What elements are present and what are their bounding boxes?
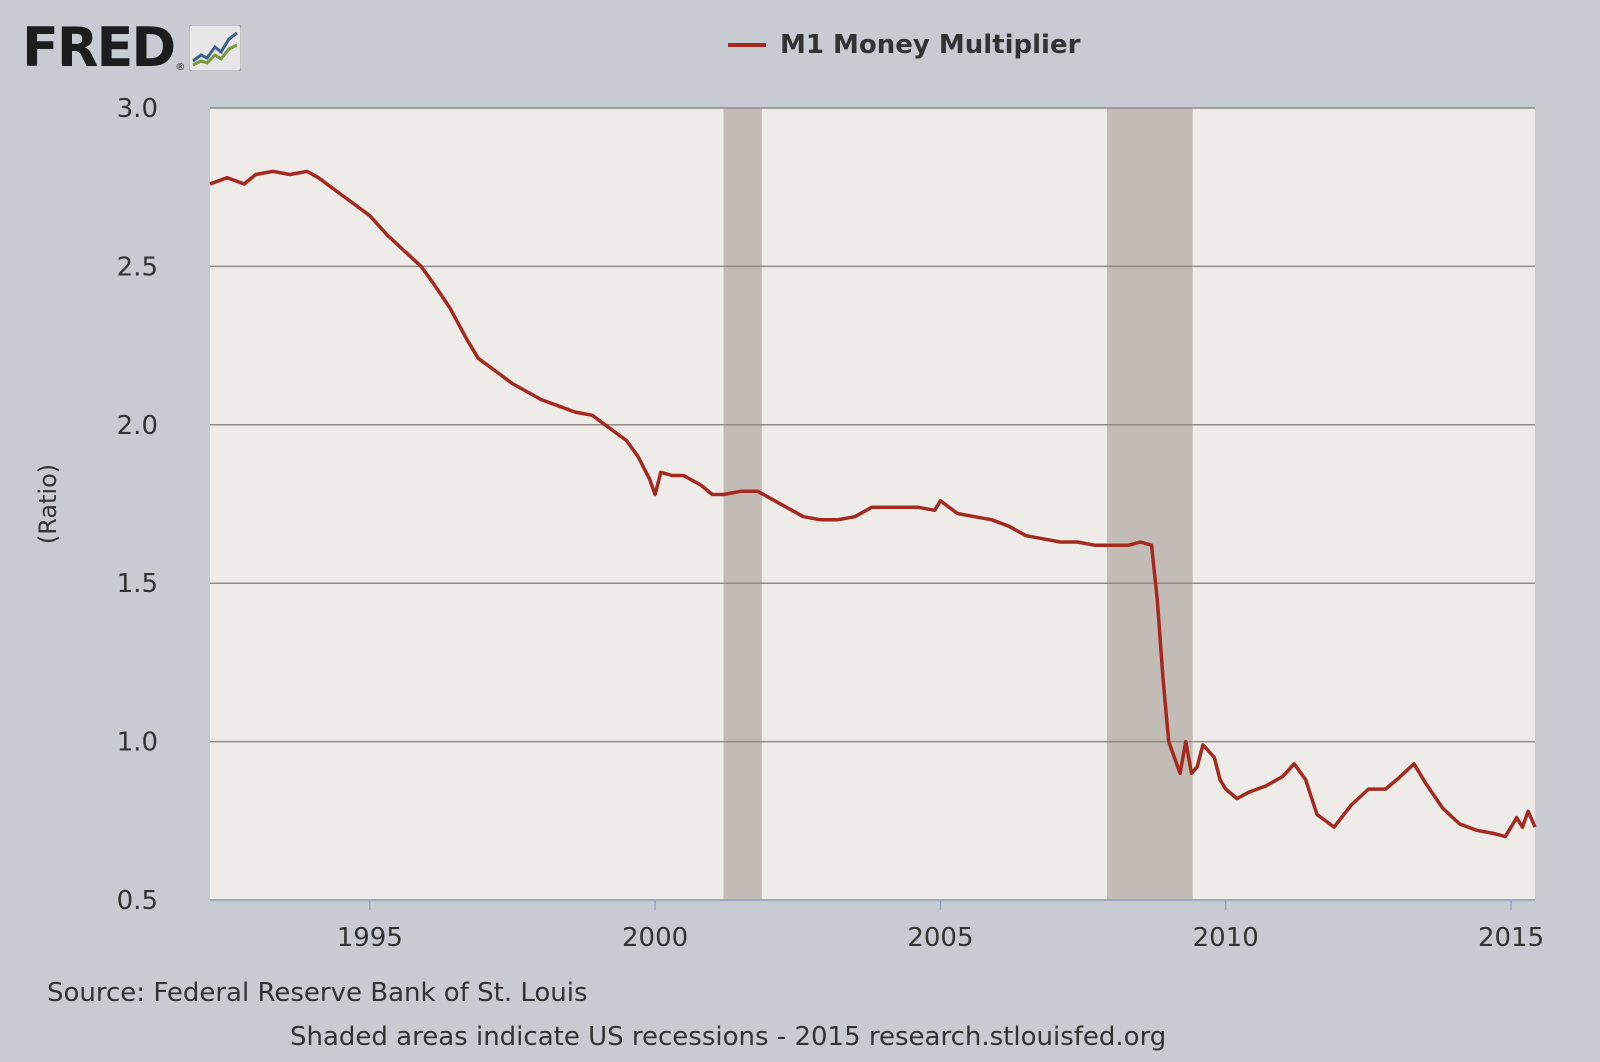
chart-legend: M1 Money Multiplier: [728, 30, 1080, 60]
x-axis-ticks: 1995 2000 2005 2010 2015: [210, 899, 1544, 953]
x-tick-label: 2015: [1478, 923, 1544, 953]
y-tick-label: 1.5: [117, 569, 158, 599]
fred-logo: FRED ®: [22, 16, 242, 80]
x-tick-label: 2005: [907, 923, 973, 953]
plot-area: [210, 108, 1535, 900]
x-tick-label: 2010: [1193, 923, 1259, 953]
y-tick-label: 3.0: [117, 94, 158, 124]
series-line-m1-money-multiplier: [209, 169, 1537, 839]
y-tick-label: 2.5: [117, 252, 158, 282]
y-tick-label: 0.5: [117, 886, 158, 916]
recession-band-1: [723, 108, 762, 900]
y-axis-ticks: 0.5 1.0 1.5 2.0 2.5 3.0: [117, 94, 158, 916]
y-tick-label: 2.0: [117, 411, 158, 441]
x-tick-label: 1995: [337, 923, 403, 953]
legend-label: M1 Money Multiplier: [780, 30, 1081, 60]
y-tick-label: 1.0: [117, 728, 158, 758]
recession-note: Shaded areas indicate US recessions - 20…: [290, 1022, 1167, 1052]
mini-line-chart-icon: [189, 25, 242, 71]
y-axis-label: (Ratio): [34, 464, 62, 544]
source-text: Source: Federal Reserve Bank of St. Loui…: [47, 978, 588, 1008]
registered-mark: ®: [175, 62, 186, 73]
recession-band-2: [1107, 108, 1193, 900]
legend-swatch: [728, 43, 766, 47]
x-tick-label: 2000: [622, 923, 688, 953]
fred-logo-text: FRED: [22, 16, 176, 79]
